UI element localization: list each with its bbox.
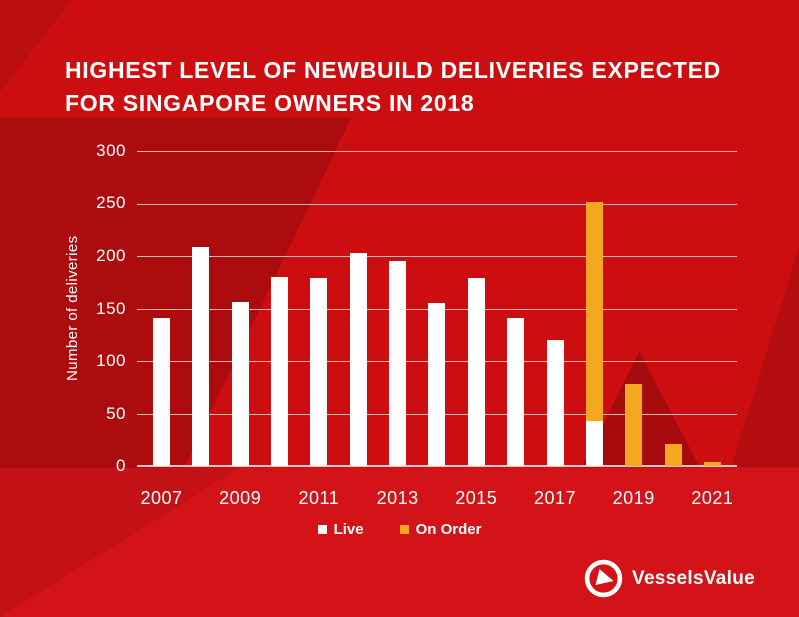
bar-2011-live [310,278,328,466]
x-tick-label-2013: 2013 [376,488,419,508]
y-tick-label-100: 100 [96,350,126,370]
bar-2018-on-order [585,202,603,421]
bar-2007-live [153,317,170,466]
bar-2015-live [467,278,485,466]
bar-2017-live [546,340,564,466]
bar-2014-live [428,303,446,466]
legend-label: Live [333,521,364,538]
gridline-200 [137,256,737,257]
x-tick-label-2019: 2019 [612,488,655,508]
x-tick-label-2011: 2011 [298,488,340,508]
legend-swatch-on-order [399,525,409,534]
bar-2013-live [389,261,407,466]
brand-name: VesselsValue [632,567,755,589]
legend-item-live: Live [317,521,364,538]
bar-2012-live [349,252,367,466]
x-tick-label-2017: 2017 [533,488,577,508]
bar-2008-live [192,246,210,466]
y-tick-label-50: 50 [106,403,126,423]
plot-area: 0 50 100 150 200 250 300 2007 2009 2011 2013 2015 20… [96,141,737,508]
legend-item-on-order: On Order [399,521,482,538]
x-axis-line [137,465,737,467]
chart-title-line1: HIGHEST LEVEL OF NEWBUILD DELIVERIES EXP… [65,57,721,83]
y-axis-title: Number of deliveries [64,235,81,382]
x-tick-label-2009: 2009 [219,488,262,508]
bar-2020-on-order [664,443,682,466]
legend: Live On Order [0,521,799,538]
chart-title: HIGHEST LEVEL OF NEWBUILD DELIVERIES EXP… [65,54,765,120]
x-tick-label-2007: 2007 [140,488,183,508]
gridline-300 [137,151,737,152]
chart-title-line2: FOR SINGAPORE OWNERS IN 2018 [65,90,475,116]
bar-2019-on-order [625,384,643,466]
bar-2010-live [271,277,289,466]
vesselsvalue-logo-icon [584,559,623,598]
y-tick-label-150: 150 [96,298,126,318]
y-tick-label-250: 250 [96,193,126,213]
gridline-250 [137,203,737,205]
y-tick-label-200: 200 [96,245,126,265]
bar-2018-live [585,420,603,466]
bar-2021-on-order [703,461,721,466]
bar-2009-live [231,302,249,466]
brand-logo: VesselsValue [584,559,755,598]
bar-2016-live [507,317,525,466]
x-tick-label-2015: 2015 [455,488,498,508]
y-tick-label-300: 300 [96,141,126,160]
x-tick-label-2021: 2021 [691,488,734,508]
y-tick-label-0: 0 [116,456,126,475]
legend-swatch-live [317,525,327,534]
legend-label: On Order [415,521,482,538]
